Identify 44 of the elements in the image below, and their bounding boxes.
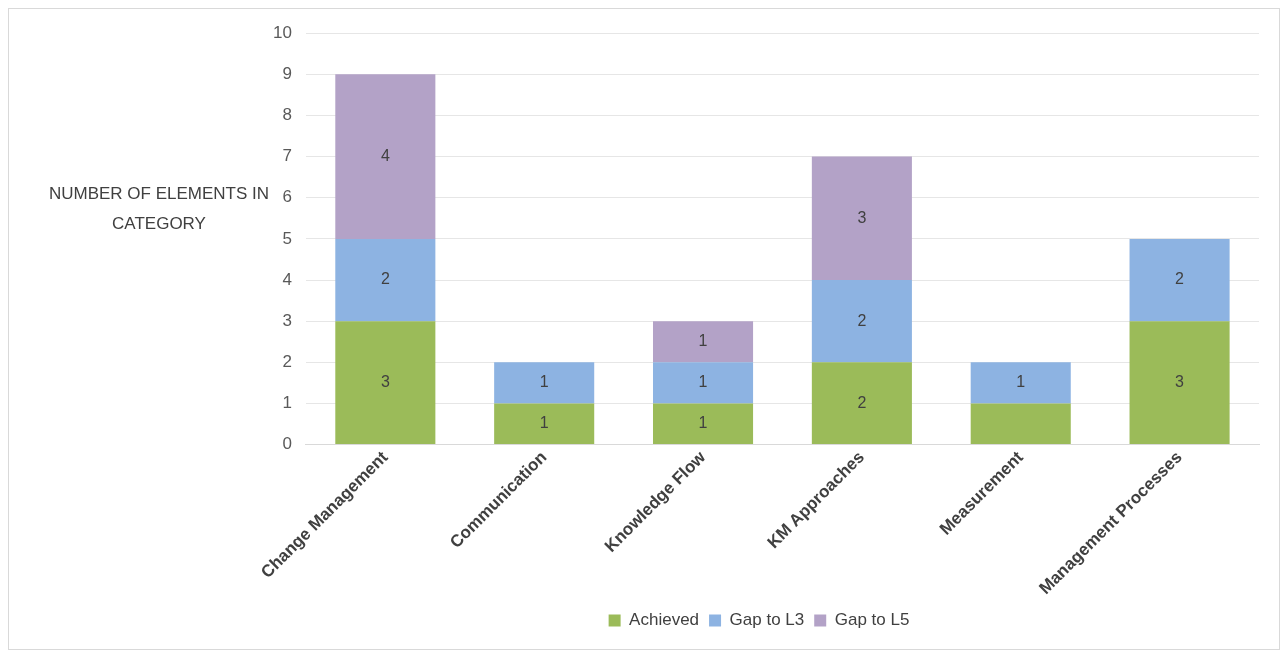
y-tick-label: 5 bbox=[282, 228, 292, 248]
legend-label: Achieved bbox=[629, 610, 700, 630]
bar bbox=[652, 403, 754, 445]
bar bbox=[335, 238, 436, 322]
y-tick-label: 0 bbox=[282, 434, 292, 454]
bar bbox=[652, 321, 754, 363]
y-tick-label: 6 bbox=[282, 187, 292, 207]
bar bbox=[1129, 321, 1230, 445]
data-label: 2 bbox=[1175, 270, 1185, 288]
y-axis-title: NUMBER OF ELEMENTS IN CATEGORY bbox=[47, 183, 271, 235]
data-label: 2 bbox=[857, 393, 867, 411]
bar bbox=[335, 321, 436, 445]
data-label: 1 bbox=[539, 373, 549, 391]
bar bbox=[811, 156, 912, 281]
y-tick-label: 8 bbox=[282, 105, 292, 125]
legend-label: Gap to L5 bbox=[834, 610, 910, 630]
data-label: 1 bbox=[698, 414, 708, 432]
bar bbox=[970, 403, 1071, 445]
y-tick-label: 2 bbox=[282, 352, 292, 372]
data-label: 1 bbox=[698, 373, 708, 391]
data-label: 4 bbox=[380, 147, 390, 165]
bar bbox=[652, 362, 754, 404]
bar bbox=[494, 362, 595, 404]
bar bbox=[1129, 238, 1230, 322]
legend-label: Gap to L3 bbox=[729, 610, 805, 630]
data-label: 1 bbox=[1016, 373, 1026, 391]
data-label: 2 bbox=[380, 270, 390, 288]
data-label: 1 bbox=[539, 414, 549, 432]
y-tick-label: 3 bbox=[282, 310, 292, 330]
data-label: 2 bbox=[857, 311, 867, 329]
bar bbox=[335, 74, 436, 239]
bar bbox=[494, 403, 595, 445]
y-tick-label: 7 bbox=[282, 146, 292, 166]
y-tick-label: 1 bbox=[282, 393, 292, 413]
bar bbox=[811, 362, 912, 445]
y-tick-label: 10 bbox=[272, 22, 292, 42]
data-label: 3 bbox=[857, 208, 867, 226]
data-label: 3 bbox=[1175, 373, 1185, 391]
y-tick-label: 4 bbox=[282, 269, 292, 289]
bar bbox=[970, 362, 1071, 404]
data-label: 3 bbox=[380, 373, 390, 391]
bar bbox=[811, 280, 912, 363]
data-label: 1 bbox=[698, 332, 708, 350]
y-tick-label: 9 bbox=[282, 64, 292, 84]
